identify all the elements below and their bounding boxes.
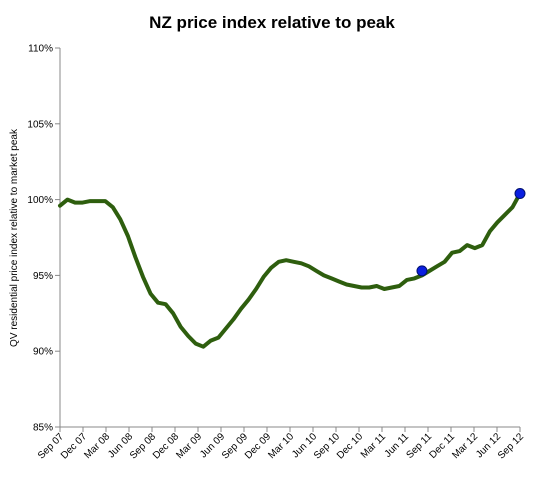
series-line bbox=[58, 191, 522, 349]
y-tick-label: 110% bbox=[28, 44, 53, 55]
y-tick-label: 95% bbox=[33, 271, 53, 282]
chart-title: NZ price index relative to peak bbox=[149, 13, 395, 32]
y-tick-label: 85% bbox=[33, 423, 53, 434]
data-point-marker bbox=[416, 265, 428, 277]
data-point-marker bbox=[514, 188, 526, 200]
highlight-points bbox=[416, 188, 526, 277]
x-tick-label: Dec 10 bbox=[335, 431, 365, 461]
y-tick-label: 100% bbox=[27, 195, 53, 206]
x-tick-label: Mar 08 bbox=[82, 431, 112, 461]
y-tick-label: 105% bbox=[27, 119, 53, 130]
y-axis: 85% 90% 95% 100% 105% 110% bbox=[27, 44, 61, 434]
x-tick-label: Mar 10 bbox=[266, 431, 296, 461]
y-tick-label: 90% bbox=[33, 347, 53, 358]
series-layer bbox=[58, 191, 522, 349]
y-axis-label: QV residential price index relative to m… bbox=[9, 128, 20, 347]
x-tick-label: Sep 12 bbox=[496, 431, 526, 461]
x-tick-label: Mar 11 bbox=[359, 431, 389, 461]
x-tick-label: Mar 12 bbox=[450, 431, 480, 461]
x-tick-label: Mar 09 bbox=[174, 431, 204, 461]
